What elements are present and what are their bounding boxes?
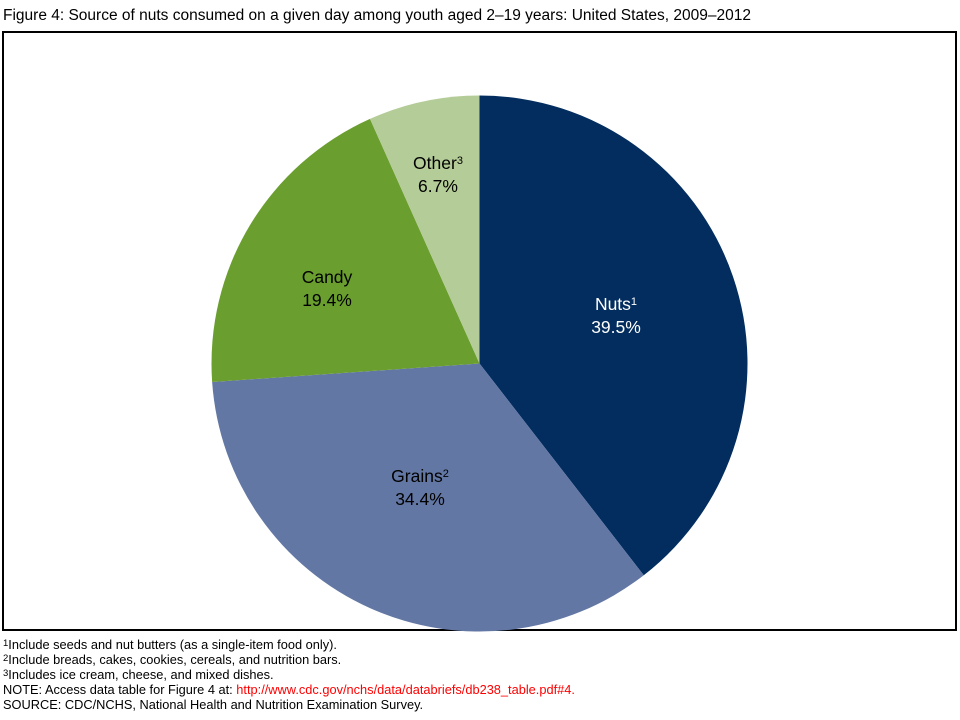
data-table-link[interactable]: http://www.cdc.gov/nchs/data/databriefs/…	[236, 682, 572, 697]
pie-slice-other	[369, 95, 480, 364]
pie-slice-candy	[211, 118, 480, 383]
figure-title: Figure 4: Source of nuts consumed on a g…	[3, 7, 751, 24]
footnotes: 1Include seeds and nut butters (as a sin…	[3, 637, 575, 712]
note-suffix: .	[571, 682, 575, 697]
pie-chart	[211, 95, 748, 632]
chart-frame: Nuts1 39.5% Grains2 34.4% Candy 19.4% Ot…	[2, 31, 957, 632]
footnote-2: 2Include breads, cakes, cookies, cereals…	[3, 652, 342, 667]
source-line: SOURCE: CDC/NCHS, National Health and Nu…	[3, 697, 424, 712]
note-prefix: NOTE: Access data table for Figure 4 at:	[3, 682, 237, 697]
footnote-3: 3Includes ice cream, cheese, and mixed d…	[3, 667, 274, 682]
footnote-1: 1Include seeds and nut butters (as a sin…	[3, 637, 337, 652]
pie-slice-grains	[212, 363, 644, 632]
note-line: NOTE: Access data table for Figure 4 at:…	[3, 682, 575, 697]
pie-slice-nuts	[479, 95, 748, 576]
